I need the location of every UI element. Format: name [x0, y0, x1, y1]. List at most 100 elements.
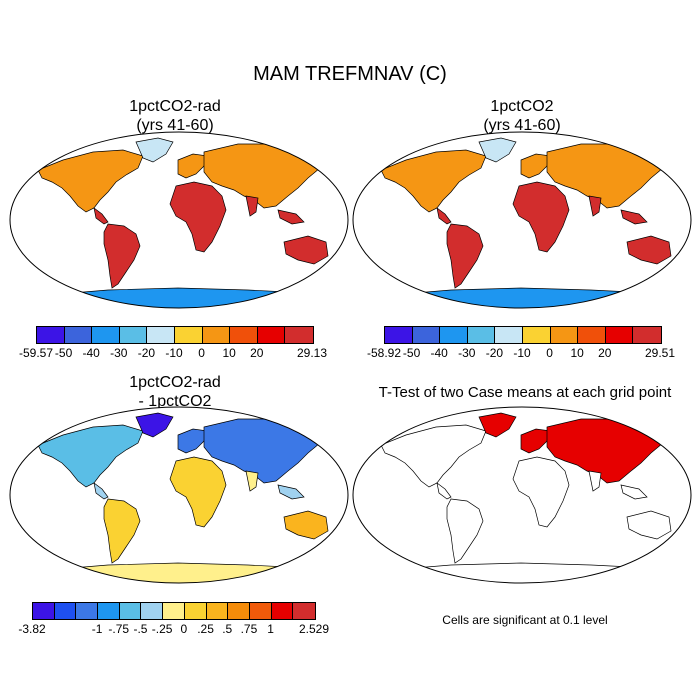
land-greenland — [478, 137, 517, 163]
panel1-title: 1pctCO2-rad (yrs 41-60) — [75, 97, 275, 135]
colorbar-labels-panel1: -59.57 -50 -40 -30 -20 -10 0 10 20 29.13 — [19, 346, 327, 362]
panel2-colorbar-label: -50 — [402, 346, 421, 360]
panel1-colorbar-label: 20 — [250, 346, 264, 360]
panel2-colorbar-label: -58.92 — [366, 346, 402, 360]
land-southAmerica — [446, 498, 484, 564]
land-centralAmerica — [93, 207, 109, 225]
panel2-colorbar-segment — [633, 327, 661, 343]
panel2-colorbar-label: 0 — [546, 346, 553, 360]
map-border-panel2 — [352, 131, 692, 309]
panel3-colorbar-segment — [206, 603, 229, 619]
panel2-colorbar-segment — [495, 327, 523, 343]
land-panel4 — [369, 412, 682, 583]
panel1-colorbar-label: -20 — [137, 346, 156, 360]
land-greenland — [135, 137, 174, 163]
panel3-colorbar-segment — [293, 603, 315, 619]
panel3-colorbar-segment — [76, 603, 99, 619]
panel3-title-line1: 1pctCO2-rad — [129, 374, 221, 391]
land-northAmerica — [37, 424, 144, 488]
land-centralAmerica — [436, 207, 452, 225]
panel1-colorbar-segment — [257, 327, 286, 343]
panel2-colorbar-label: -20 — [485, 346, 504, 360]
panel3-colorbar-label: -.5 — [133, 622, 148, 636]
land-southAmerica — [103, 498, 141, 564]
panel3-colorbar-label: .75 — [240, 622, 258, 636]
panel1-colorbar-segment — [119, 327, 148, 343]
colorbar-labels-panel2: -58.92 -50 -40 -30 -20 -10 0 10 20 29.51 — [367, 346, 675, 362]
land-africa — [512, 456, 570, 528]
panel3-colorbar-segment — [163, 603, 185, 619]
panel1-colorbar-label: -10 — [165, 346, 183, 360]
land-europe — [520, 153, 552, 179]
land-antarctica — [26, 562, 339, 583]
panel3-colorbar-segment — [271, 603, 294, 619]
panel2-colorbar-segment — [522, 327, 551, 343]
panel1-colorbar-label: -40 — [82, 346, 100, 360]
panel3-colorbar-segment — [119, 603, 142, 619]
panel1-colorbar-label: 10 — [222, 346, 236, 360]
panel2-colorbar-segment — [550, 327, 579, 343]
panel2-colorbar-segment — [440, 327, 468, 343]
panel3-colorbar-label: -.75 — [108, 622, 130, 636]
panel3-title-line2: - 1pctCO2 — [138, 393, 212, 410]
colorbar-panel1 — [36, 326, 314, 344]
map-border-panel1 — [9, 131, 349, 309]
land-india — [588, 470, 602, 492]
land-seAsia — [277, 484, 305, 500]
land-australia — [626, 510, 672, 540]
panel3-colorbar-segment — [249, 603, 272, 619]
panel2-colorbar-label: 10 — [570, 346, 584, 360]
land-antarctica — [369, 287, 682, 308]
land-australia — [283, 510, 329, 540]
panel3-colorbar-label: 2.529 — [298, 622, 330, 636]
land-africa — [169, 456, 227, 528]
colorbar-panel2 — [384, 326, 662, 344]
panel1-colorbar-label: -30 — [110, 346, 128, 360]
panel2-colorbar-label: 20 — [598, 346, 612, 360]
panel1-colorbar-segment — [285, 327, 313, 343]
land-seAsia — [277, 209, 305, 225]
map-panel3 — [9, 406, 349, 584]
panel1-colorbar-label: 0 — [198, 346, 205, 360]
map-panel1 — [9, 131, 349, 309]
panel2-colorbar-label: -10 — [513, 346, 531, 360]
panel3-colorbar-label: 1 — [267, 622, 274, 636]
panel3-colorbar-segment — [184, 603, 207, 619]
land-australia — [283, 235, 329, 265]
panel4-title: T-Test of two Case means at each grid po… — [378, 384, 672, 401]
panel2-colorbar-label: 29.51 — [644, 346, 676, 360]
panel1-colorbar-segment — [202, 327, 231, 343]
land-europe — [177, 153, 209, 179]
land-centralAmerica — [93, 482, 109, 500]
map-panel4 — [352, 406, 692, 584]
land-greenland — [478, 412, 517, 438]
panel3-colorbar-segment — [141, 603, 164, 619]
panel1-colorbar-segment — [37, 327, 65, 343]
panel1-colorbar-label: -50 — [54, 346, 73, 360]
panel2-title-line2: (yrs 41-60) — [483, 117, 561, 134]
map-panel2 — [352, 131, 692, 309]
panel1-colorbar-label: -59.57 — [18, 346, 54, 360]
map-border-panel3 — [9, 406, 349, 584]
panel3-colorbar-segment — [228, 603, 250, 619]
land-centralAmerica — [436, 482, 452, 500]
land-seAsia — [620, 484, 648, 500]
land-southAmerica — [103, 223, 141, 289]
panel3-colorbar-label: -.25 — [151, 622, 173, 636]
land-africa — [169, 181, 227, 253]
land-antarctica — [369, 562, 682, 583]
land-northAmerica — [380, 149, 487, 213]
land-europe — [520, 428, 552, 454]
panel2-colorbar-segment — [605, 327, 634, 343]
panel3-colorbar-segment — [54, 603, 77, 619]
panel1-colorbar-segment — [174, 327, 203, 343]
significance-note: Cells are significant at 0.1 level — [442, 613, 608, 627]
panel2-colorbar-segment — [385, 327, 413, 343]
land-antarctica — [26, 287, 339, 308]
land-europe — [177, 428, 209, 454]
land-africa — [512, 181, 570, 253]
land-australia — [626, 235, 672, 265]
panel1-colorbar-segment — [92, 327, 120, 343]
panel3-colorbar-label: 0 — [180, 622, 188, 636]
land-northAmerica — [37, 149, 144, 213]
